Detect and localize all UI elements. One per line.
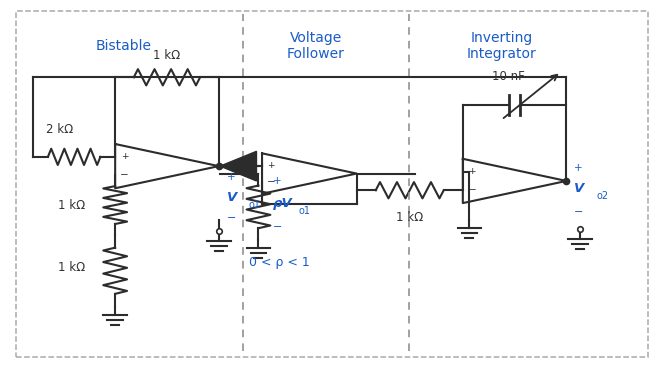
Text: +: + [273, 176, 282, 186]
Text: 1 kΩ: 1 kΩ [59, 260, 86, 273]
Text: +: + [227, 172, 235, 182]
Text: −: − [273, 222, 283, 232]
Text: −: − [267, 177, 276, 187]
Text: 1 kΩ: 1 kΩ [59, 198, 86, 211]
Text: −: − [227, 213, 236, 223]
Text: 2 kΩ: 2 kΩ [46, 123, 73, 137]
Text: −: − [575, 207, 584, 217]
Text: V: V [575, 182, 585, 195]
Text: Voltage
Follower: Voltage Follower [287, 31, 345, 61]
Polygon shape [220, 151, 257, 181]
Text: Bistable: Bistable [96, 39, 152, 53]
Text: 1 kΩ: 1 kΩ [396, 211, 424, 223]
Text: 10 nF: 10 nF [491, 70, 525, 83]
Text: −: − [467, 185, 476, 195]
Text: o1: o1 [249, 200, 261, 210]
Text: +: + [267, 160, 275, 170]
Text: 0 < ρ < 1: 0 < ρ < 1 [249, 256, 310, 269]
Text: +: + [575, 163, 583, 173]
Text: ρV: ρV [273, 197, 293, 210]
Text: +: + [120, 152, 128, 162]
Text: V: V [227, 191, 237, 204]
Text: o1: o1 [298, 206, 310, 216]
Text: +: + [468, 167, 476, 176]
Text: Inverting
Integrator: Inverting Integrator [466, 31, 536, 61]
Text: o2: o2 [597, 191, 608, 201]
Text: 1 kΩ: 1 kΩ [154, 50, 181, 62]
Text: −: − [120, 170, 129, 181]
